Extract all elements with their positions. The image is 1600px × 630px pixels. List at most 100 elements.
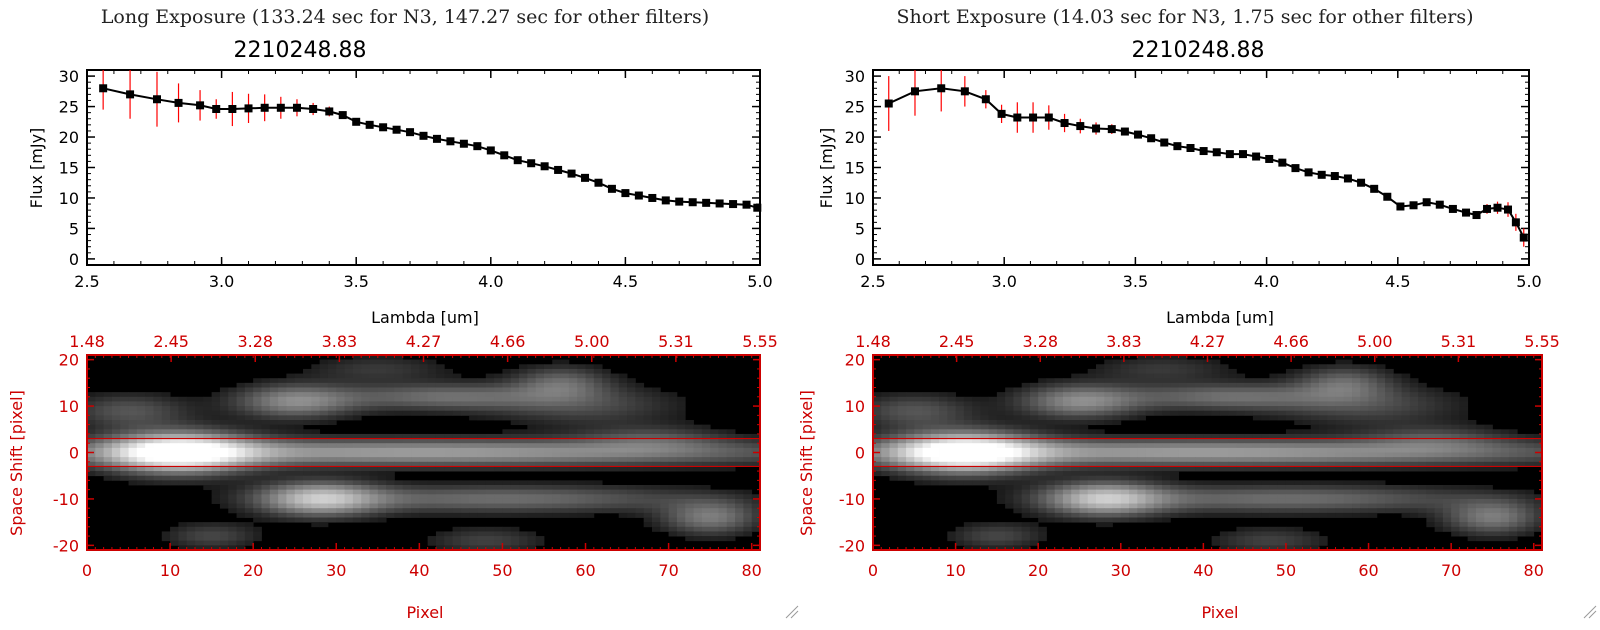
left-image-pixel bbox=[419, 392, 429, 398]
left-image-pixel bbox=[195, 415, 204, 421]
right-image-pixel bbox=[980, 466, 990, 472]
right-image-pixel bbox=[1211, 410, 1221, 416]
left-image-pixel bbox=[477, 392, 487, 398]
left-image-pixel bbox=[494, 457, 503, 463]
right-image-pixel bbox=[1261, 498, 1270, 504]
left-image-pixel bbox=[87, 461, 96, 467]
left-resize-grip-icon[interactable] bbox=[785, 605, 799, 619]
right-image-pixel bbox=[1261, 382, 1270, 388]
right-image-pixel bbox=[1129, 498, 1138, 504]
right-image-pixel bbox=[1343, 368, 1353, 374]
left-image-pixel bbox=[751, 512, 761, 518]
right-image-pixel bbox=[881, 392, 890, 398]
left-image-pixel bbox=[543, 368, 553, 374]
right-image-pixel bbox=[1013, 433, 1023, 439]
left-image-pixel bbox=[643, 498, 653, 504]
left-image-pixel bbox=[386, 378, 395, 384]
left-image-pixel bbox=[352, 382, 362, 388]
left-image-pixel bbox=[178, 531, 188, 537]
right-image-pixel bbox=[1434, 466, 1444, 472]
left-image-pixel bbox=[543, 480, 553, 486]
left-image-pixel bbox=[219, 489, 229, 495]
right-image-pixel bbox=[1071, 466, 1080, 472]
right-image-pixel bbox=[1343, 457, 1353, 463]
right-image-pixel bbox=[1352, 461, 1361, 467]
right-image-pixel bbox=[1211, 508, 1221, 514]
right-image-pixel bbox=[1129, 373, 1138, 379]
left-image-pixel bbox=[170, 475, 179, 481]
left-image-pixel bbox=[219, 485, 229, 491]
right-spectrum-point bbox=[1330, 172, 1339, 181]
right-image-pixel bbox=[1178, 480, 1188, 486]
left-image-pixel bbox=[635, 443, 645, 449]
right-image-pixel bbox=[1236, 489, 1246, 495]
left-image-pixel bbox=[485, 452, 495, 458]
right-image-pixel bbox=[1129, 461, 1138, 467]
left-image-pixel bbox=[269, 438, 279, 444]
right-image-pixel bbox=[1442, 420, 1452, 426]
right-image-pixel bbox=[1302, 378, 1312, 384]
left-image-pixel bbox=[510, 512, 520, 518]
left-image-pixel bbox=[228, 545, 237, 551]
left-image-pixel bbox=[610, 387, 620, 393]
right-image-pixel bbox=[1137, 382, 1146, 388]
left-image-pixel bbox=[610, 461, 620, 467]
left-spectrum-point bbox=[675, 197, 684, 206]
left-image-pixel bbox=[618, 382, 628, 388]
left-image-pixel bbox=[361, 485, 370, 491]
right-image-pixel bbox=[1310, 461, 1320, 467]
right-image-pixel bbox=[1385, 424, 1394, 430]
left-image-pixel bbox=[710, 461, 719, 467]
right-image-pixel bbox=[1021, 410, 1031, 416]
right-image-pixel bbox=[1277, 401, 1287, 407]
left-image-pixel bbox=[311, 429, 321, 435]
right-image-pixel bbox=[1401, 498, 1411, 504]
right-image-pixel bbox=[1137, 489, 1146, 495]
right-image-pixel bbox=[1170, 373, 1179, 379]
right-image-pixel bbox=[1079, 498, 1089, 504]
left-image-pixel bbox=[203, 424, 213, 430]
right-image-pixel bbox=[1360, 452, 1369, 458]
right-image-pixel bbox=[1203, 359, 1213, 365]
right-spectrum-point bbox=[997, 109, 1006, 118]
left-image-pixel bbox=[651, 410, 661, 416]
left-image-pixel bbox=[344, 471, 354, 477]
right-image-pixel bbox=[1261, 452, 1270, 458]
left-image-pixel bbox=[269, 401, 279, 407]
right-image-pixel bbox=[1120, 457, 1130, 463]
right-image-pixel bbox=[1178, 392, 1188, 398]
left-image-pixel bbox=[651, 429, 661, 435]
right-image-pixel bbox=[930, 420, 940, 426]
left-image-top-tick-label: 5.00 bbox=[574, 332, 610, 351]
left-image-pixel bbox=[386, 512, 395, 518]
right-image-pixel bbox=[1335, 387, 1345, 393]
left-image-pixel bbox=[211, 452, 221, 458]
left-image-pixel bbox=[319, 401, 329, 407]
left-image-pixel bbox=[685, 531, 694, 537]
left-image-pixel bbox=[577, 489, 586, 495]
right-image-pixel bbox=[906, 410, 915, 416]
left-image-pixel bbox=[577, 457, 586, 463]
right-image-pixel bbox=[1013, 485, 1023, 491]
left-image-pixel bbox=[527, 508, 537, 514]
right-image-pixel bbox=[1401, 420, 1411, 426]
right-image-pixel bbox=[1335, 382, 1345, 388]
left-image-pixel bbox=[369, 466, 379, 472]
right-image-pixel bbox=[939, 429, 948, 435]
right-image-pixel bbox=[1451, 420, 1460, 426]
left-image-pixel bbox=[361, 503, 370, 509]
left-image-pixel bbox=[527, 536, 537, 542]
right-image-pixel bbox=[1228, 382, 1237, 388]
left-image-pixel bbox=[618, 489, 628, 495]
left-image-pixel bbox=[593, 382, 603, 388]
right-image-pixel bbox=[1195, 378, 1204, 384]
left-spectrum-point bbox=[292, 103, 301, 112]
left-image-pixel bbox=[676, 401, 686, 407]
left-image-pixel bbox=[361, 443, 370, 449]
right-resize-grip-icon[interactable] bbox=[1583, 605, 1597, 619]
left-image-pixel bbox=[510, 452, 520, 458]
right-image-pixel bbox=[1285, 508, 1295, 514]
right-image-pixel bbox=[897, 396, 907, 402]
left-image-pixel bbox=[178, 526, 188, 532]
right-image-pixel bbox=[1236, 378, 1246, 384]
